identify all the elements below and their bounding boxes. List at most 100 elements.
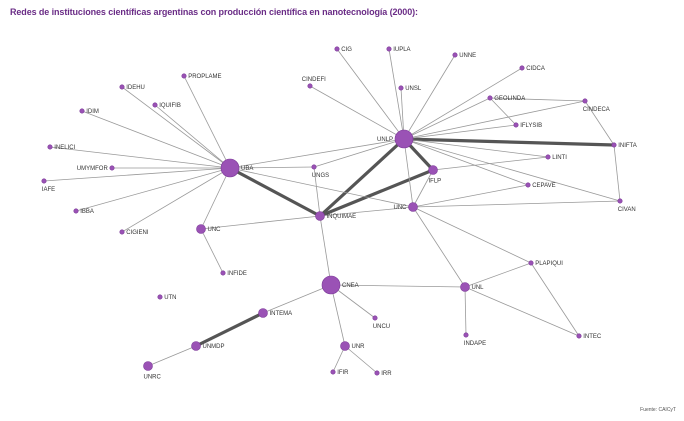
node-label-geolinda: GEOLINDA xyxy=(494,96,525,102)
node-unr xyxy=(340,341,350,351)
edge-unc2-unl xyxy=(412,206,466,288)
node-cigieni xyxy=(119,229,125,235)
node-iflp xyxy=(428,165,438,175)
node-inifta xyxy=(611,142,617,148)
node-inelici xyxy=(47,144,53,150)
node-intema xyxy=(258,308,268,318)
edge-unlp-unne xyxy=(403,54,456,140)
node-intec xyxy=(576,333,582,339)
edge-inifta-civan xyxy=(613,144,621,202)
edge-unlp-cepave xyxy=(403,138,529,186)
edge-unlp-unc2 xyxy=(403,138,414,208)
edges-layer xyxy=(43,48,621,374)
edge-uba-cigieni xyxy=(121,167,231,233)
nodes-layer: UBA UNLP CNEA INQUIMAE UNC IFLP UNSL UNL UNMDP IN… xyxy=(41,46,637,381)
node-indape xyxy=(463,332,469,338)
node-unne xyxy=(452,52,458,58)
node-unc2 xyxy=(408,202,418,212)
node-label-utn: UTN xyxy=(164,295,176,301)
node-uncu xyxy=(372,315,378,321)
node-cindefi xyxy=(307,83,313,89)
edge-unc2-civan xyxy=(412,200,621,208)
edge-cindeca-inifta xyxy=(584,100,615,146)
node-label-indape: INDAPE xyxy=(464,341,486,347)
node-iupla xyxy=(386,46,392,52)
edge-cnea-intema xyxy=(262,284,332,314)
edge-unl-intec xyxy=(464,286,580,337)
node-proplame xyxy=(181,73,187,79)
source-note: Fuente: CAICyT xyxy=(640,407,676,413)
node-ungs xyxy=(311,164,317,170)
edge-uba-idehu xyxy=(121,86,231,169)
node-utn xyxy=(157,294,163,300)
node-unrc xyxy=(143,361,153,371)
edge-unc-inquimae xyxy=(200,215,321,230)
edge-unlp-iupla xyxy=(388,48,405,140)
node-label-cidca: CIDCA xyxy=(526,66,545,72)
edge-unc2-plapiqui xyxy=(412,206,532,264)
edge-uba-iafe xyxy=(43,167,231,182)
edge-unlp-linti xyxy=(403,138,549,158)
edge-uba-idim xyxy=(81,110,231,169)
node-label-intec: INTEC xyxy=(583,334,602,340)
edge-iflp-unc2 xyxy=(412,169,434,208)
edge-geolinda-cindeca xyxy=(489,97,586,102)
node-iflysib xyxy=(513,122,519,128)
node-ibba xyxy=(73,208,79,214)
node-idim xyxy=(79,108,85,114)
edge-unlp-cig xyxy=(336,48,405,140)
edge-unlp-cindeca xyxy=(403,100,586,140)
node-cig xyxy=(334,46,340,52)
node-label-idehu: IDEHU xyxy=(126,85,145,91)
node-unc xyxy=(196,224,206,234)
node-label-iflysib: IFLYSIB xyxy=(520,123,542,129)
edge-uba-inelici xyxy=(49,146,231,169)
node-label-inelici: INELICI xyxy=(54,145,75,151)
edge-uba-unlp xyxy=(229,138,405,169)
node-label-civan: CIVAN xyxy=(618,207,636,213)
node-label-cig: CIG xyxy=(341,47,352,53)
node-unl xyxy=(460,282,470,292)
edge-uba-unc xyxy=(200,167,231,230)
node-label-unc: UNC xyxy=(208,227,222,233)
node-uba xyxy=(220,158,240,178)
node-geolinda xyxy=(487,95,493,101)
edge-uba-ungs xyxy=(229,166,315,169)
edge-unc2-inquimae xyxy=(319,206,414,217)
node-umymfor xyxy=(109,165,115,171)
node-label-cindefi: CINDEFI xyxy=(302,77,326,83)
node-iquifib xyxy=(152,102,158,108)
edge-intema-unmdp xyxy=(195,311,264,348)
diagram-title: Redes de instituciones científicas argen… xyxy=(10,7,418,17)
edge-uba-iquifib xyxy=(154,104,231,169)
node-label-linti: LINTI xyxy=(552,155,567,161)
node-label-iafe: IAFE xyxy=(42,187,55,193)
node-cidca xyxy=(519,65,525,71)
node-cepave xyxy=(525,182,531,188)
edge-inquimae-cnea xyxy=(319,215,332,286)
edge-geolinda-iflysib xyxy=(489,97,517,126)
node-label-intema: INTEMA xyxy=(270,311,293,317)
edge-unl-indape xyxy=(464,286,467,336)
edge-unc2-cepave xyxy=(412,184,529,208)
node-linti xyxy=(545,154,551,160)
node-label-ibba: IBBA xyxy=(80,209,94,215)
node-label-iquifib: IQUIFIB xyxy=(159,103,181,109)
edge-unmdp-unrc xyxy=(147,345,197,367)
node-inquimae xyxy=(315,211,325,221)
node-cnea xyxy=(321,275,341,295)
node-irr xyxy=(374,370,380,376)
node-label-unc2: UNC xyxy=(394,205,408,211)
edge-unc-infide xyxy=(200,228,224,274)
node-label-inquimae: INQUIMAE xyxy=(327,214,357,220)
node-unmdp xyxy=(191,341,201,351)
edge-inquimae-iflp xyxy=(319,168,434,218)
edge-plapiqui-intec xyxy=(530,262,580,337)
edge-unlp-inifta xyxy=(403,137,615,147)
node-label-plapiqui: PLAPIQUI xyxy=(535,261,563,267)
node-label-proplame: PROPLAME xyxy=(188,74,221,80)
node-label-cigieni: CIGIENI xyxy=(126,230,149,236)
node-label-unr: UNR xyxy=(352,344,366,350)
node-unsl xyxy=(398,85,404,91)
node-plapiqui xyxy=(528,260,534,266)
